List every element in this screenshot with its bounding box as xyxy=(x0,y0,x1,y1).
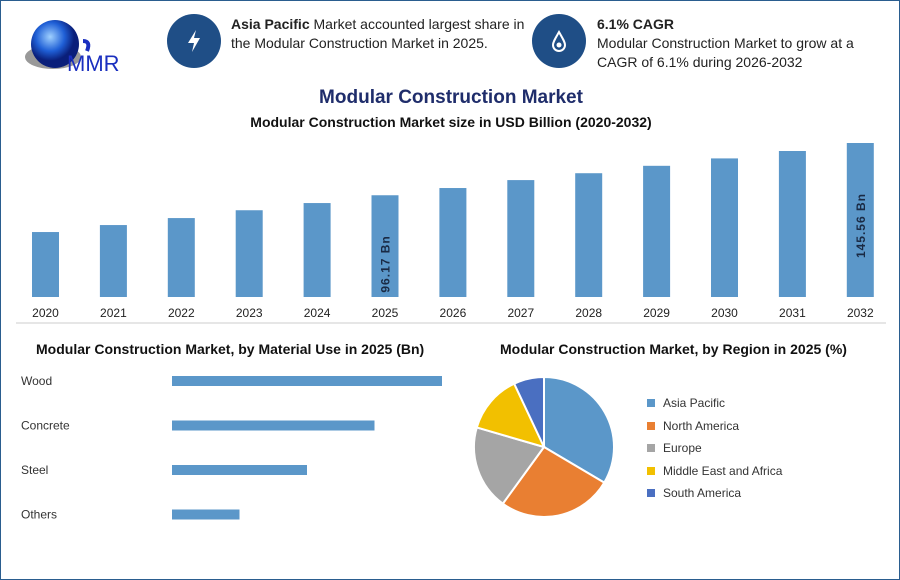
legend-swatch xyxy=(647,444,655,452)
bar-others xyxy=(172,509,240,520)
legend-swatch xyxy=(647,489,655,497)
x-tick-label: 2032 xyxy=(847,306,874,320)
legend-label: Europe xyxy=(663,441,702,455)
x-tick-label: 2022 xyxy=(168,306,195,320)
main-title: Modular Construction Market xyxy=(319,87,583,108)
x-tick-label: 2031 xyxy=(779,306,806,320)
bar-2028 xyxy=(575,173,603,297)
lightning-bolt-icon xyxy=(167,14,221,68)
info-text: Market accounted largest share in the Mo… xyxy=(231,16,525,51)
x-tick-label: 2027 xyxy=(507,306,534,320)
legend-item: South America xyxy=(647,486,741,500)
legend-label: Middle East and Africa xyxy=(663,463,783,478)
cagr-text: Modular Construction Market to grow at a… xyxy=(597,35,854,70)
legend-item: Middle East and Africa xyxy=(647,464,782,478)
x-tick-label: 2025 xyxy=(372,306,399,320)
bar-2029 xyxy=(643,165,671,297)
region-pie-chart xyxy=(473,375,615,518)
legend-swatch xyxy=(647,466,655,475)
data-label: 145.56 Bn xyxy=(854,193,868,258)
data-label: 96.17 Bn xyxy=(379,235,393,292)
bar-2025 xyxy=(371,195,399,297)
growth-drop-icon xyxy=(532,14,586,68)
info-cagr: 6.1% CAGR Modular Construction Market to… xyxy=(597,15,887,72)
info-bold: Asia Pacific xyxy=(231,16,310,32)
x-tick-label: 2029 xyxy=(643,306,670,320)
pie-slice-europe xyxy=(473,426,546,506)
bar-2030 xyxy=(711,158,738,297)
bar-2032 xyxy=(846,143,874,297)
legend-swatch xyxy=(647,399,655,407)
bar-2024 xyxy=(303,203,331,297)
legend-item: Asia Pacific xyxy=(647,396,725,410)
material-chart-title: Modular Construction Market, by Material… xyxy=(36,341,425,357)
bar-steel xyxy=(172,465,307,475)
pie-slice-north-america xyxy=(501,445,606,518)
legend-label: Asia Pacific xyxy=(663,396,726,410)
category-label: Concrete xyxy=(21,419,70,433)
pie-slice-middle-east-and-africa xyxy=(475,382,546,449)
legend-label: North America xyxy=(663,418,740,433)
mmr-logo: MMR xyxy=(19,17,139,77)
pie-slice-south-america xyxy=(512,375,545,448)
bar-wood xyxy=(172,376,442,386)
globe-icon: MMR xyxy=(25,20,120,76)
x-tick-label: 2028 xyxy=(575,306,602,320)
x-tick-label: 2026 xyxy=(440,306,467,320)
bar-chart: 2020 2021 2022 2023 2024 2025 96.17 Bn 2026 2027… xyxy=(16,143,886,324)
bar-2026 xyxy=(439,188,467,297)
material-chart: Wood Concrete Steel Others xyxy=(21,374,442,522)
bar-2023 xyxy=(235,210,263,297)
cagr-title: 6.1% CAGR xyxy=(597,16,675,32)
x-tick-label: 2023 xyxy=(236,306,263,320)
legend-item: North America xyxy=(647,419,739,433)
x-tick-label: 2020 xyxy=(32,306,59,320)
bar-chart-subtitle: Modular Construction Market size in USD … xyxy=(250,114,652,130)
category-label: Wood xyxy=(21,374,52,388)
x-tick-label: 2021 xyxy=(100,306,127,320)
bar-concrete xyxy=(172,420,375,431)
bar-2027 xyxy=(507,180,535,297)
bar-2022 xyxy=(167,218,195,297)
category-label: Others xyxy=(21,508,57,522)
logo-text: MMR xyxy=(67,51,120,76)
legend-label: South America xyxy=(663,486,742,500)
category-label: Steel xyxy=(21,463,48,477)
info-asia-pacific: Asia Pacific Market accounted largest sh… xyxy=(231,15,531,53)
bar-2020 xyxy=(32,232,59,297)
bar-2021 xyxy=(99,225,127,297)
bar-2031 xyxy=(778,150,806,297)
legend-item: Europe xyxy=(647,441,702,455)
x-tick-label: 2030 xyxy=(711,306,738,320)
region-chart-title: Modular Construction Market, by Region i… xyxy=(500,341,847,357)
x-tick-label: 2024 xyxy=(304,306,331,320)
legend-swatch xyxy=(647,421,655,430)
